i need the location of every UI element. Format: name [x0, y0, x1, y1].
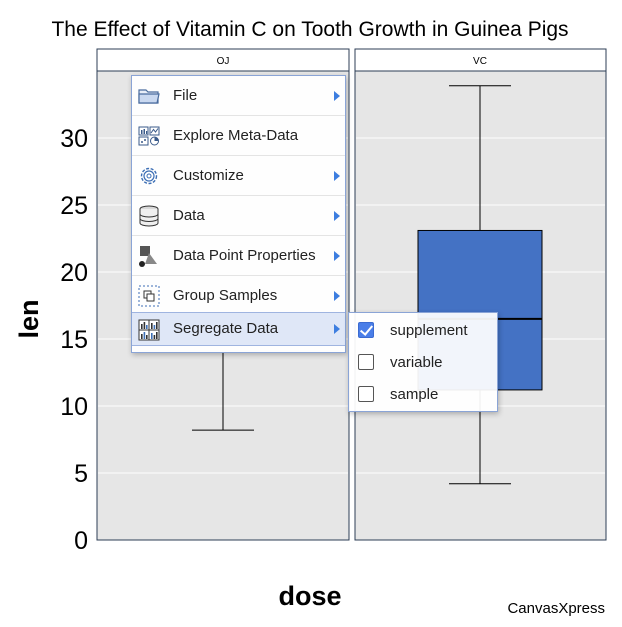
submenu-item-supplement[interactable]: supplement — [349, 314, 497, 346]
panel-label-oj: OJ — [217, 56, 230, 67]
menu-item-label: File — [173, 87, 198, 104]
submenu-item-label: supplement — [390, 322, 468, 339]
menu-item-label: Customize — [173, 167, 244, 184]
gear-icon — [140, 167, 158, 185]
submenu-arrow-icon — [334, 291, 340, 301]
y-tick-label: 5 — [74, 460, 88, 488]
segregate-submenu: supplement variable sample — [348, 312, 498, 412]
y-tick-label: 20 — [60, 259, 88, 287]
menu-item-label: Data Point Properties — [173, 247, 316, 264]
menu-item-label: Segregate Data — [173, 320, 279, 337]
menu-item-label: Group Samples — [173, 287, 278, 304]
menu-item-data-point-properties[interactable]: Data Point Properties — [132, 236, 345, 276]
menu-item-explore-meta-data[interactable]: Explore Meta-Data — [132, 116, 345, 156]
y-tick-label: 0 — [74, 527, 88, 555]
panel-vc: VC — [354, 48, 607, 541]
check-icon — [359, 322, 374, 336]
menu-item-label: Explore Meta-Data — [173, 127, 299, 144]
y-tick-label: 10 — [60, 393, 88, 421]
segregate-icon — [138, 319, 160, 341]
canvasxpress-watermark: CanvasXpress — [507, 600, 605, 617]
y-axis-ticks: 0 5 10 15 20 25 30 — [60, 125, 88, 555]
submenu-arrow-icon — [334, 251, 340, 261]
menu-item-group-samples[interactable]: Group Samples — [132, 276, 345, 316]
meta-data-icon — [138, 126, 160, 146]
y-tick-label: 15 — [60, 326, 88, 354]
submenu-arrow-icon — [334, 91, 340, 101]
submenu-arrow-icon — [334, 211, 340, 221]
checkbox-unchecked[interactable] — [358, 386, 374, 402]
panel-label-vc: VC — [473, 56, 487, 67]
submenu-arrow-icon — [334, 171, 340, 181]
folder-icon — [138, 89, 160, 104]
y-tick-label: 25 — [60, 192, 88, 220]
x-axis-label: dose — [278, 581, 341, 611]
database-icon — [139, 205, 159, 227]
checkbox-unchecked[interactable] — [358, 354, 374, 370]
menu-item-customize[interactable]: Customize — [132, 156, 345, 196]
menu-item-label: Data — [173, 207, 205, 224]
submenu-item-variable[interactable]: variable — [349, 346, 497, 378]
shapes-icon — [139, 246, 157, 267]
checkbox-checked[interactable] — [358, 322, 374, 338]
submenu-arrow-icon — [334, 324, 340, 334]
submenu-item-label: variable — [390, 354, 443, 371]
y-tick-label: 30 — [60, 125, 88, 153]
context-menu: File Explore Meta-Data Customize — [131, 75, 346, 353]
chart-title: The Effect of Vitamin C on Tooth Growth … — [51, 18, 568, 41]
group-icon — [138, 285, 160, 307]
menu-item-segregate-data[interactable]: Segregate Data — [132, 312, 345, 346]
menu-item-file[interactable]: File — [132, 76, 345, 116]
menu-item-data[interactable]: Data — [132, 196, 345, 236]
box-oj — [192, 353, 254, 431]
submenu-item-sample[interactable]: sample — [349, 378, 497, 410]
submenu-item-label: sample — [390, 386, 439, 403]
y-axis-label: len — [14, 299, 44, 338]
